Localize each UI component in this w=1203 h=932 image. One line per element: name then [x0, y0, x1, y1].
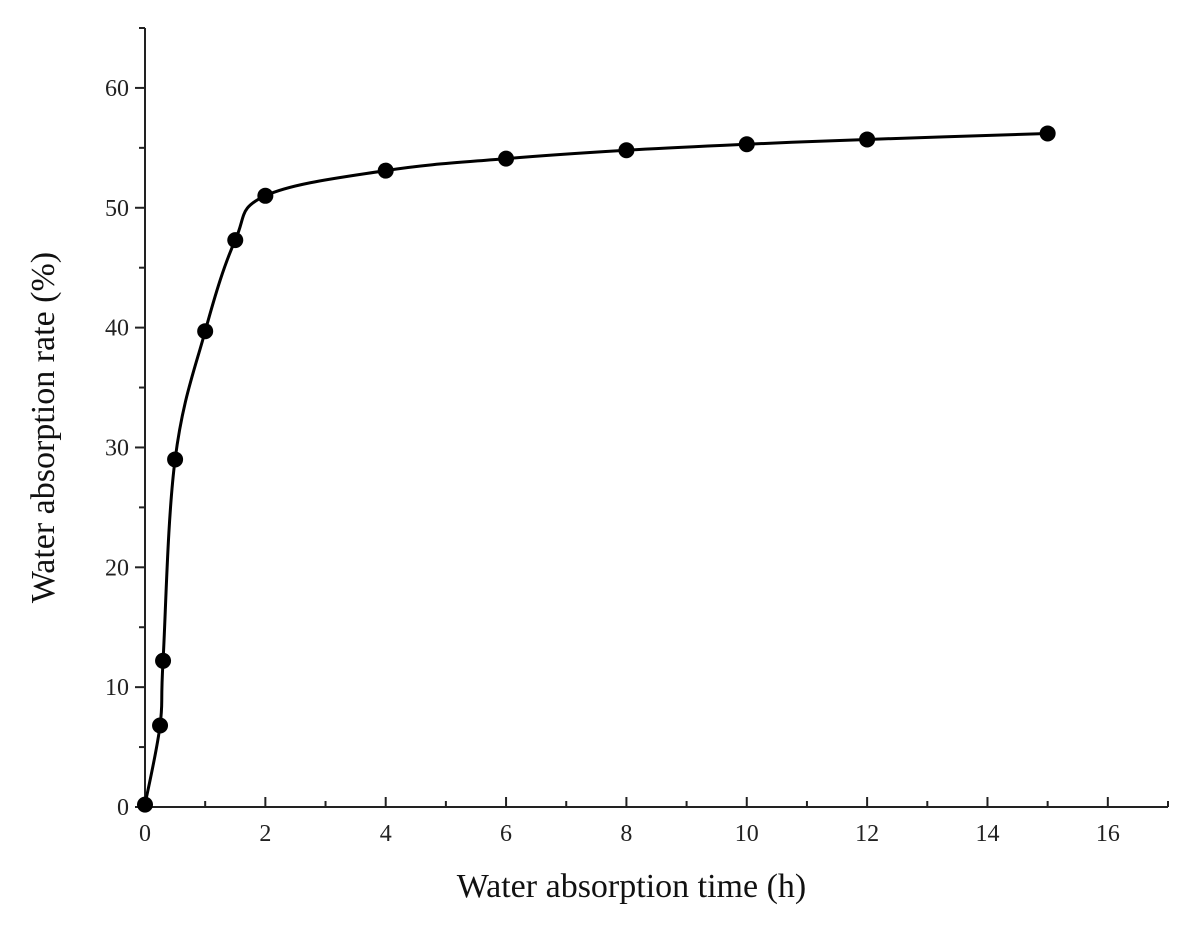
- data-point: [738, 136, 755, 153]
- data-point: [859, 131, 876, 148]
- data-point: [155, 652, 172, 669]
- x-tick-label: 12: [855, 821, 879, 847]
- x-minor-ticks: [204, 801, 1169, 807]
- y-tick-label: 0: [117, 795, 129, 821]
- y-ticks: 0 10 20 30 40 50 60: [105, 76, 145, 821]
- data-point: [197, 323, 214, 340]
- y-tick-label: 40: [105, 316, 129, 342]
- x-axis-title: Water absorption time (h): [457, 868, 806, 905]
- x-tick-label: 0: [139, 821, 151, 847]
- y-tick-label: 60: [105, 76, 129, 102]
- x-tick-label: 10: [735, 821, 759, 847]
- data-point: [152, 717, 169, 734]
- x-tick-label: 2: [259, 821, 271, 847]
- y-tick-label: 20: [105, 555, 129, 581]
- data-point: [1039, 125, 1056, 142]
- data-point: [377, 162, 394, 179]
- data-point: [618, 142, 635, 159]
- x-tick-label: 6: [500, 821, 512, 847]
- series-group: [137, 125, 1056, 813]
- axes: [144, 28, 1168, 808]
- y-tick-label: 30: [105, 435, 129, 461]
- data-point: [227, 232, 244, 249]
- series-line: [143, 131, 1048, 805]
- y-tick-label: 50: [105, 196, 129, 222]
- data-point: [137, 796, 153, 813]
- x-ticks: 0 2 4 6 8 10 12 14 16: [139, 797, 1120, 847]
- y-minor-ticks: [139, 27, 145, 749]
- data-point: [257, 187, 274, 204]
- x-tick-label: 4: [380, 821, 392, 847]
- y-axis-title: Water absorption rate (%): [25, 252, 62, 603]
- x-tick-label: 16: [1096, 821, 1120, 847]
- x-tick-label: 14: [975, 821, 999, 847]
- data-point: [498, 150, 515, 167]
- data-point: [167, 451, 184, 468]
- y-tick-label: 10: [105, 675, 129, 701]
- x-tick-label: 8: [620, 821, 632, 847]
